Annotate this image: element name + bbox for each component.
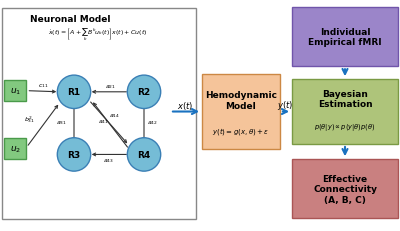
FancyBboxPatch shape bbox=[202, 75, 280, 149]
Text: $u_2$: $u_2$ bbox=[10, 144, 21, 154]
Text: $x(t)$: $x(t)$ bbox=[177, 99, 193, 111]
Text: $p(\theta|y) \propto p(y|\theta)p(\theta)$: $p(\theta|y) \propto p(y|\theta)p(\theta… bbox=[314, 122, 376, 133]
Text: R2: R2 bbox=[138, 88, 150, 97]
FancyBboxPatch shape bbox=[292, 8, 398, 67]
FancyBboxPatch shape bbox=[292, 80, 398, 144]
FancyBboxPatch shape bbox=[2, 9, 196, 219]
Text: R3: R3 bbox=[68, 150, 80, 159]
Text: $a_{21}$: $a_{21}$ bbox=[104, 83, 116, 91]
Ellipse shape bbox=[57, 138, 91, 171]
Text: $\dot{x}(t) = \left[A + \sum_k B^k u_k(t)\right] x(t) + Cu(t)$: $\dot{x}(t) = \left[A + \sum_k B^k u_k(t… bbox=[48, 26, 148, 41]
Text: $y(t) = g(x, \theta) + \varepsilon$: $y(t) = g(x, \theta) + \varepsilon$ bbox=[212, 125, 270, 136]
Ellipse shape bbox=[57, 76, 91, 109]
Text: Hemodynamic
Model: Hemodynamic Model bbox=[205, 91, 277, 110]
Text: $a_{14}$: $a_{14}$ bbox=[109, 112, 120, 119]
Text: $b^2_{31}$: $b^2_{31}$ bbox=[24, 114, 36, 124]
Text: Bayesian
Estimation: Bayesian Estimation bbox=[318, 90, 372, 109]
Text: $a_{43}$: $a_{43}$ bbox=[102, 157, 114, 164]
Text: R1: R1 bbox=[68, 88, 80, 97]
Text: $a_{42}$: $a_{42}$ bbox=[147, 119, 158, 126]
Text: R4: R4 bbox=[137, 150, 151, 159]
Text: $c_{11}$: $c_{11}$ bbox=[38, 82, 48, 90]
FancyBboxPatch shape bbox=[4, 139, 26, 159]
Text: Individual
Empirical fMRI: Individual Empirical fMRI bbox=[308, 28, 382, 47]
Ellipse shape bbox=[127, 76, 161, 109]
Text: $y(t)$: $y(t)$ bbox=[278, 99, 294, 112]
Text: Neuronal Model: Neuronal Model bbox=[30, 15, 110, 24]
FancyBboxPatch shape bbox=[4, 81, 26, 102]
Text: Effective
Connectivity
(A, B, C): Effective Connectivity (A, B, C) bbox=[313, 174, 377, 204]
Text: $a_{41}$: $a_{41}$ bbox=[98, 117, 109, 125]
FancyBboxPatch shape bbox=[292, 159, 398, 218]
Text: $u_1$: $u_1$ bbox=[10, 86, 21, 97]
Text: $a_{31}$: $a_{31}$ bbox=[56, 119, 67, 126]
Ellipse shape bbox=[127, 138, 161, 171]
